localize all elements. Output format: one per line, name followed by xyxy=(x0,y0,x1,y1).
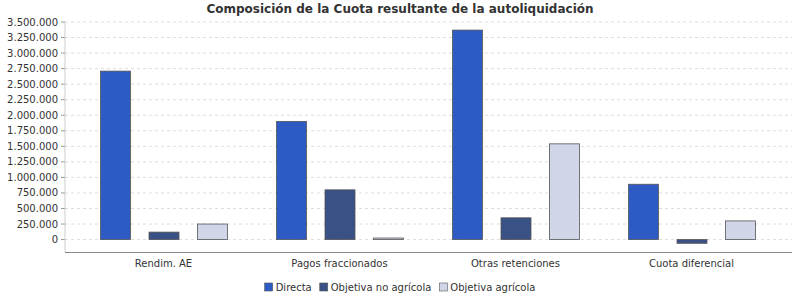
tick-label: 1.000.000 xyxy=(7,172,58,183)
grid-line xyxy=(65,208,792,209)
legend-item: Objetiva agrícola xyxy=(439,282,535,293)
bar xyxy=(101,71,131,239)
category-label: Rendim. AE xyxy=(135,258,192,269)
tick-mark xyxy=(61,208,65,209)
bar xyxy=(453,30,483,239)
bar xyxy=(629,184,659,239)
bars xyxy=(101,30,756,243)
tick-mark xyxy=(61,146,65,147)
grid-line xyxy=(65,146,792,147)
tick-mark xyxy=(61,99,65,100)
grid-line xyxy=(65,68,792,69)
tick-mark xyxy=(61,22,65,23)
tick-mark xyxy=(61,68,65,69)
grid-line xyxy=(65,177,792,178)
grid-line xyxy=(65,161,792,162)
tick-mark xyxy=(61,177,65,178)
category-label: Otras retenciones xyxy=(471,258,560,269)
legend-swatch xyxy=(439,283,447,291)
legend-item: Objetiva no agrícola xyxy=(320,282,432,293)
category-label: Cuota diferencial xyxy=(649,258,734,269)
bar xyxy=(677,240,707,244)
bar xyxy=(374,238,404,240)
category-label: Pagos fraccionados xyxy=(291,258,387,269)
tick-label: 3.500.000 xyxy=(7,17,58,28)
tick-label: 1.750.000 xyxy=(7,125,58,136)
grid-line xyxy=(65,53,792,54)
chart: Composición de la Cuota resultante de la… xyxy=(0,0,800,300)
legend-item: Directa xyxy=(265,282,312,293)
tick-label: 750.000 xyxy=(17,187,58,198)
bar xyxy=(726,221,756,240)
legend-swatch xyxy=(320,283,328,291)
bar xyxy=(550,144,580,240)
bar xyxy=(149,232,179,239)
tick-label: 2.750.000 xyxy=(7,63,58,74)
bar xyxy=(325,190,355,240)
grid: 0 250.000 500.000 750.000 1.000.000 1.250.000… xyxy=(7,17,792,246)
tick-label: 250.000 xyxy=(17,219,58,230)
bar xyxy=(501,218,531,240)
grid-line xyxy=(65,192,792,193)
tick-mark xyxy=(61,239,65,240)
tick-label: 2.000.000 xyxy=(7,110,58,121)
tick-label: 2.250.000 xyxy=(7,94,58,105)
tick-mark xyxy=(61,53,65,54)
legend-label: Objetiva agrícola xyxy=(450,282,535,293)
tick-mark xyxy=(61,224,65,225)
tick-label: 3.250.000 xyxy=(7,32,58,43)
tick-mark xyxy=(61,115,65,116)
tick-mark xyxy=(61,192,65,193)
grid-line xyxy=(65,115,792,116)
grid-line xyxy=(65,84,792,85)
tick-label: 1.250.000 xyxy=(7,156,58,167)
bar xyxy=(198,224,228,240)
legend-swatch xyxy=(265,283,273,291)
grid-line xyxy=(65,22,792,23)
tick-mark xyxy=(61,130,65,131)
bar xyxy=(277,121,307,239)
tick-mark xyxy=(61,37,65,38)
grid-line xyxy=(65,99,792,100)
legend-label: Directa xyxy=(276,282,312,293)
legend: Directa Objetiva no agrícola Objetiva agrí… xyxy=(265,282,536,293)
tick-label: 2.500.000 xyxy=(7,79,58,90)
tick-label: 500.000 xyxy=(17,203,58,214)
y-axis xyxy=(65,22,66,252)
grid-line xyxy=(65,224,792,225)
x-axis xyxy=(65,252,792,253)
tick-label: 0 xyxy=(52,234,58,245)
grid-line xyxy=(65,37,792,38)
tick-label: 1.500.000 xyxy=(7,141,58,152)
tick-mark xyxy=(61,84,65,85)
legend-label: Objetiva no agrícola xyxy=(331,282,432,293)
tick-label: 3.000.000 xyxy=(7,48,58,59)
title: Composición de la Cuota resultante de la… xyxy=(206,2,593,16)
tick-mark xyxy=(61,161,65,162)
grid-line xyxy=(65,130,792,131)
